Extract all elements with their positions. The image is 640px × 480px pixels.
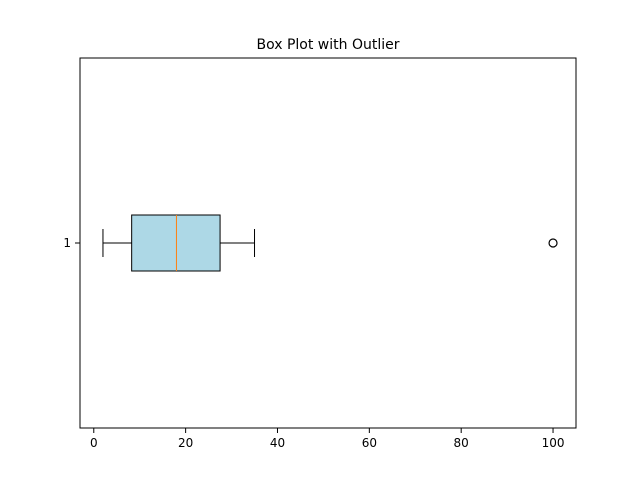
y-tick-label: 1 — [63, 236, 71, 250]
outlier-point — [548, 238, 558, 248]
chart-title: Box Plot with Outlier — [257, 37, 400, 53]
x-tick-label: 20 — [178, 436, 193, 450]
iqr-box — [131, 214, 221, 272]
x-tick-label: 40 — [270, 436, 285, 450]
plot-frame — [79, 57, 577, 429]
x-tick-label: 0 — [90, 436, 98, 450]
x-tick-label: 60 — [362, 436, 377, 450]
x-tick-label: 100 — [542, 436, 565, 450]
x-tick-label: 80 — [454, 436, 469, 450]
